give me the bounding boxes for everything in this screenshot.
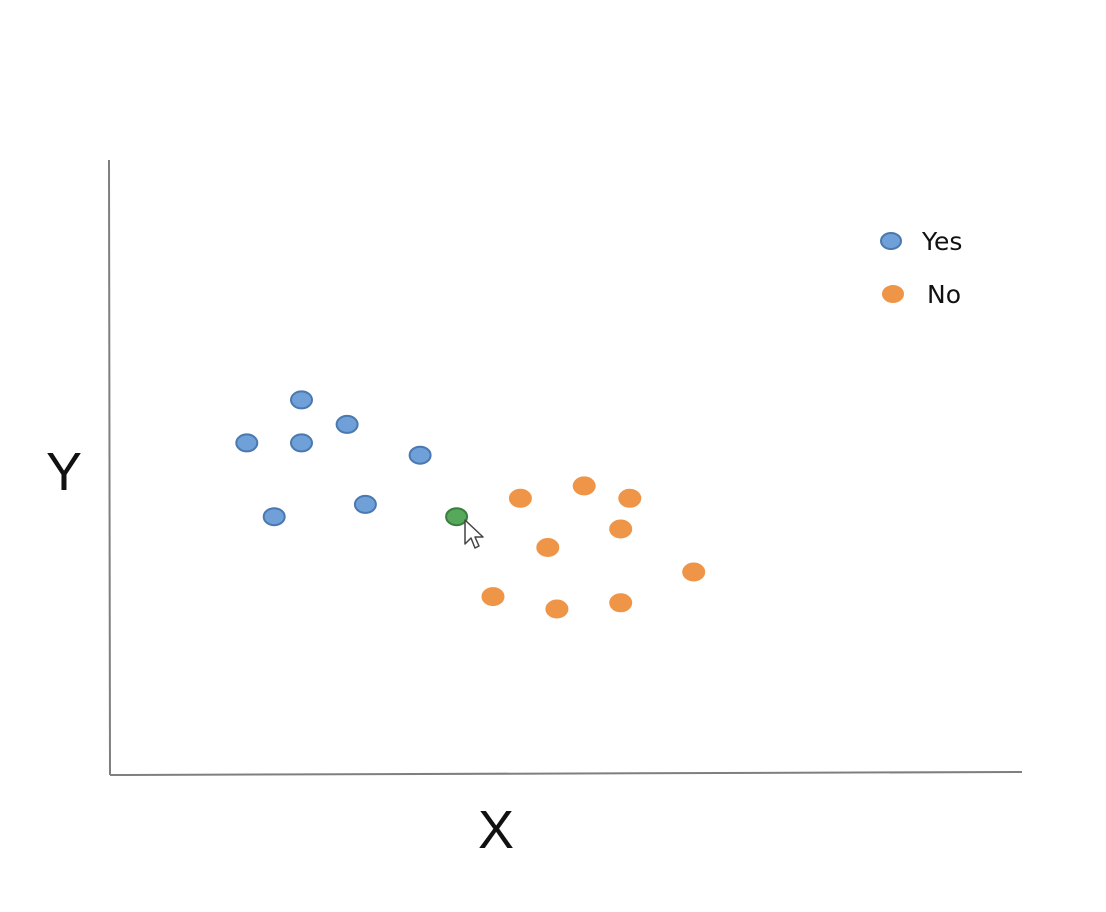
legend: Yes No — [880, 227, 962, 309]
point-yes-0 — [290, 433, 313, 453]
x-axis-line — [109, 771, 1023, 776]
point-yes-1 — [235, 433, 259, 453]
point-no-2 — [618, 488, 642, 508]
point-no-8 — [609, 593, 633, 613]
point-no-5 — [682, 562, 706, 582]
legend-label-no: No — [927, 280, 961, 309]
point-yes-4 — [408, 445, 432, 465]
point-no-7 — [545, 599, 569, 619]
point-no-1 — [572, 476, 596, 496]
highlight-layer — [445, 507, 469, 527]
legend-marker-yes — [880, 232, 902, 250]
cursor-icon — [464, 519, 484, 549]
point-no-6 — [481, 587, 505, 607]
point-no-3 — [609, 519, 633, 539]
x-axis-label: X — [478, 800, 514, 860]
point-highlight — [445, 507, 469, 527]
point-yes-5 — [262, 507, 286, 527]
legend-label-yes: Yes — [921, 227, 962, 256]
point-yes-3 — [335, 414, 359, 434]
y-axis-line — [108, 159, 111, 776]
point-no-0 — [508, 488, 532, 508]
data-points — [235, 390, 706, 619]
point-no-4 — [536, 538, 560, 557]
legend-entry-no: No — [882, 280, 961, 309]
y-axis-label: Y — [46, 442, 82, 502]
point-yes-2 — [290, 390, 313, 410]
legend-marker-no — [882, 285, 904, 303]
point-yes-6 — [353, 494, 377, 514]
legend-entry-yes: Yes — [880, 227, 962, 256]
